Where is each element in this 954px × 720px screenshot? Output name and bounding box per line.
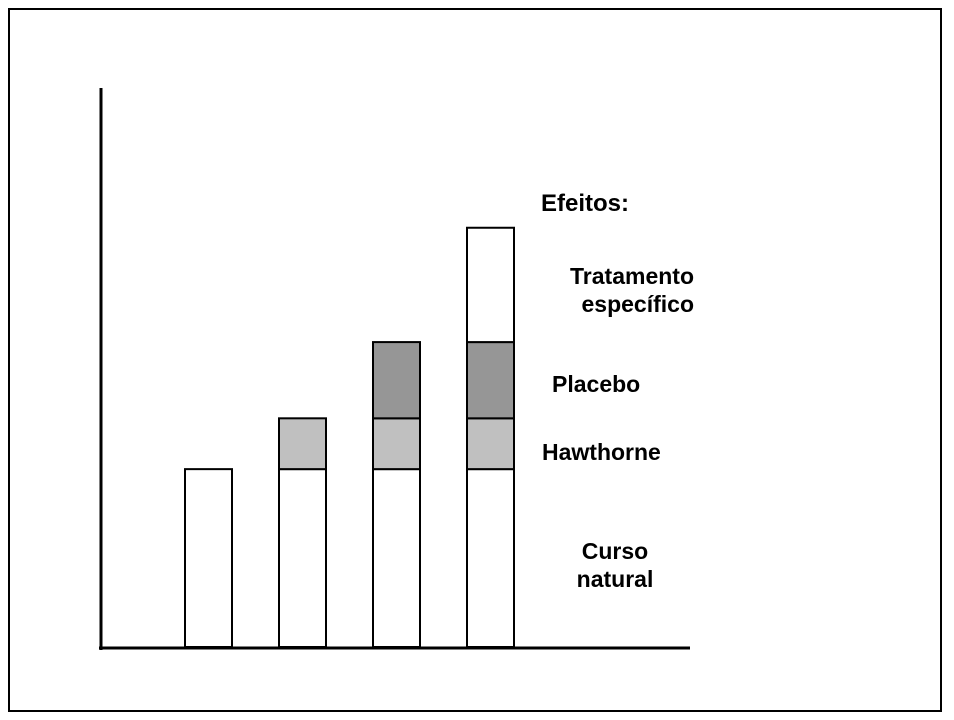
legend-label-line: natural	[576, 566, 654, 592]
legend-title: Efeitos:	[541, 190, 630, 217]
bar-segment-2-series-2	[278, 417, 327, 471]
legend-label-tratamento-especifico: Tratamento específico	[530, 262, 694, 318]
bar-segment-4-series-1	[466, 468, 515, 648]
bar-segment-3-series-1	[372, 468, 421, 648]
bar-segment-4-series-2	[466, 417, 515, 471]
legend-label-curso-natural: Curso natural	[535, 537, 695, 593]
bar-segment-1-series-1	[184, 468, 233, 648]
legend-label-line: Tratamento	[570, 263, 694, 289]
legend-label-hawthorne: Hawthorne	[542, 439, 661, 465]
legend-label-line: específico	[581, 291, 695, 317]
bar-segment-4-series-4	[466, 226, 515, 344]
bar-segment-3-series-3	[372, 341, 421, 420]
legend-label-line: Curso	[581, 538, 649, 564]
bar-segment-4-series-3	[466, 341, 515, 420]
legend-label-placebo: Placebo	[552, 371, 641, 397]
bar-segment-2-series-1	[278, 468, 327, 648]
bar-segment-3-series-2	[372, 417, 421, 471]
